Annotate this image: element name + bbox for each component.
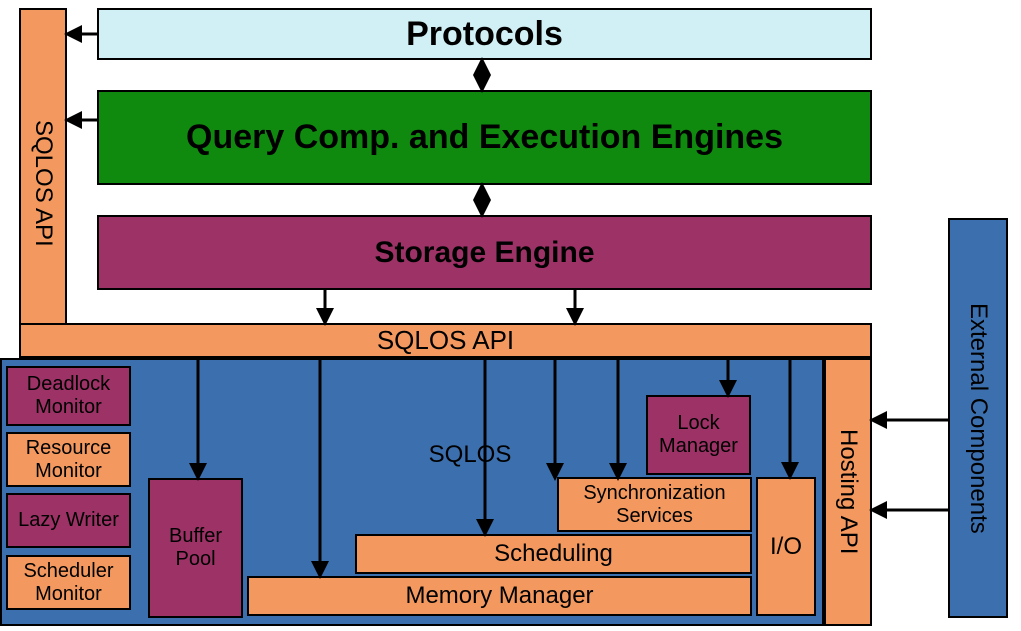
label-memory-manager: Memory Manager bbox=[405, 582, 593, 610]
label-lock-manager: Lock Manager bbox=[648, 412, 749, 458]
box-lazy-writer: Lazy Writer bbox=[6, 493, 131, 548]
box-resource-monitor: Resource Monitor bbox=[6, 432, 131, 487]
box-sync-services: Synchronization Services bbox=[557, 477, 752, 532]
box-scheduling: Scheduling bbox=[355, 534, 752, 574]
box-sqlos-label: SQLOS bbox=[410, 440, 530, 470]
box-sqlos-api-bar: SQLOS API bbox=[19, 323, 872, 358]
box-hosting-api: Hosting API bbox=[824, 358, 872, 626]
diagram-canvas: SQLOS API Protocols Query Comp. and Execut… bbox=[0, 0, 1021, 631]
label-hosting-api: Hosting API bbox=[834, 429, 862, 554]
box-protocols: Protocols bbox=[97, 8, 872, 60]
box-deadlock-monitor: Deadlock Monitor bbox=[6, 366, 131, 426]
box-buffer-pool: Buffer Pool bbox=[148, 478, 243, 618]
label-deadlock-monitor: Deadlock Monitor bbox=[8, 373, 129, 419]
box-storage-engine: Storage Engine bbox=[97, 215, 872, 290]
box-external-components: External Components bbox=[948, 218, 1008, 618]
label-storage-engine: Storage Engine bbox=[374, 236, 594, 270]
label-buffer-pool: Buffer Pool bbox=[150, 525, 241, 571]
box-sqlos-api-left: SQLOS API bbox=[19, 8, 67, 358]
label-resource-monitor: Resource Monitor bbox=[8, 437, 129, 483]
label-sync-services: Synchronization Services bbox=[559, 482, 750, 528]
box-io: I/O bbox=[756, 477, 816, 616]
label-protocols: Protocols bbox=[406, 15, 563, 54]
label-sqlos-api-left: SQLOS API bbox=[29, 120, 57, 247]
label-external-components: External Components bbox=[964, 303, 992, 534]
label-query-engine: Query Comp. and Execution Engines bbox=[186, 118, 783, 157]
label-io: I/O bbox=[770, 533, 802, 561]
label-scheduler-monitor: Scheduler Monitor bbox=[8, 560, 129, 606]
box-memory-manager: Memory Manager bbox=[247, 576, 752, 616]
label-sqlos-api-bar: SQLOS API bbox=[377, 325, 514, 356]
box-query-engine: Query Comp. and Execution Engines bbox=[97, 90, 872, 185]
box-scheduler-monitor: Scheduler Monitor bbox=[6, 555, 131, 610]
label-sqlos-label: SQLOS bbox=[429, 441, 512, 469]
label-lazy-writer: Lazy Writer bbox=[18, 509, 119, 532]
box-lock-manager: Lock Manager bbox=[646, 395, 751, 475]
label-scheduling: Scheduling bbox=[494, 540, 613, 568]
